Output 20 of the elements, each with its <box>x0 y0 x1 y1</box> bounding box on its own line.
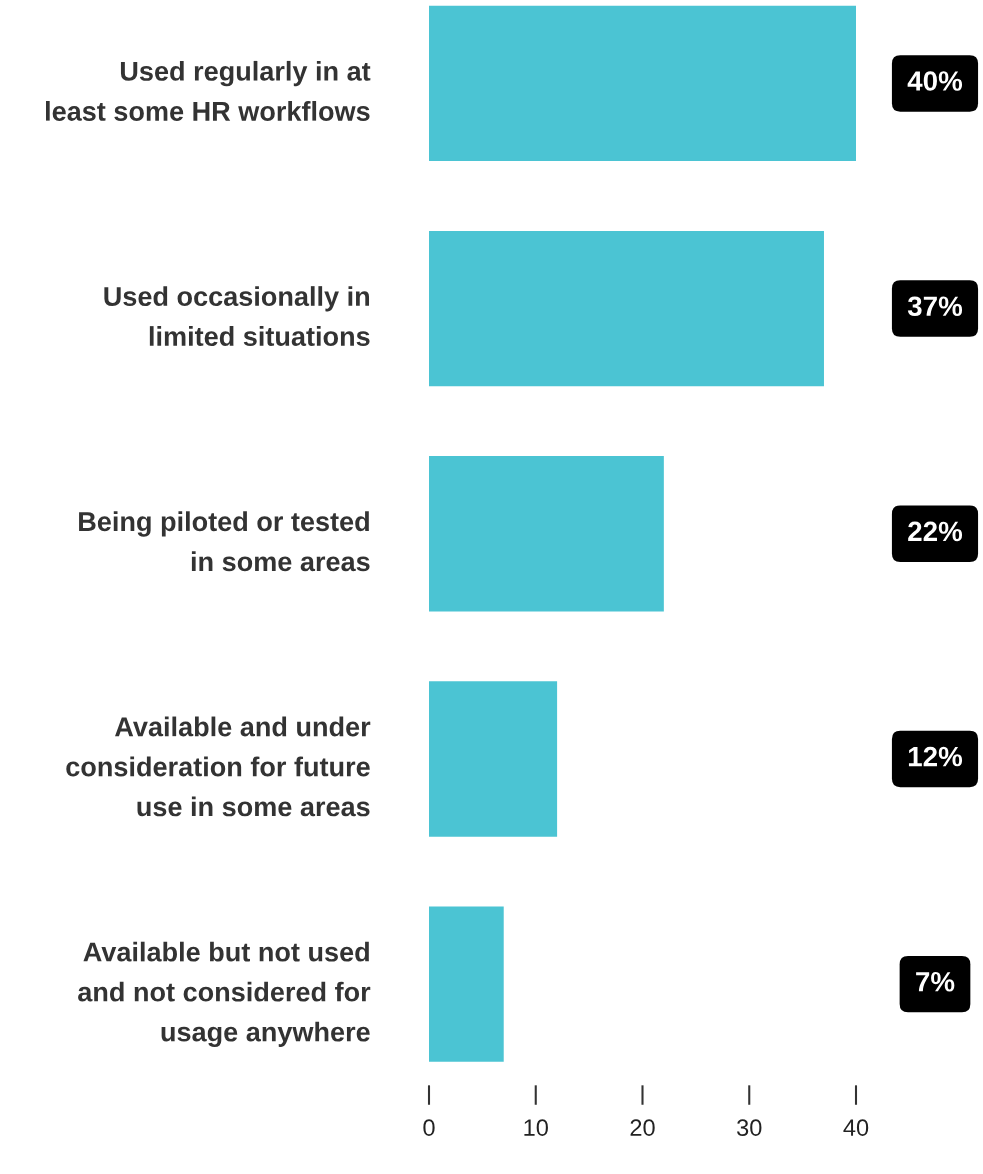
data-label: 22% <box>908 521 963 542</box>
data-label: 12% <box>908 746 963 767</box>
bar <box>429 456 664 612</box>
data-label: 7% <box>916 971 955 992</box>
y-tick-label: Used occasionally in limited situations <box>104 286 370 347</box>
y-tick-label: Available and under consideration for future use in some areas <box>66 716 371 817</box>
y-tick-label: Used regularly in at least some HR workflows <box>45 60 371 121</box>
x-tick-label: 10 <box>524 1119 548 1136</box>
bar <box>429 906 504 1062</box>
data-label: 40% <box>907 71 963 91</box>
x-tick-label: 30 <box>737 1119 762 1136</box>
bar <box>429 681 558 837</box>
y-tick-label: Available but not used and not considered for usage anywhere <box>78 941 371 1048</box>
x-tick-label: 20 <box>630 1119 655 1136</box>
bar <box>429 230 824 387</box>
y-tick-label: Being piloted or tested in some areas <box>79 511 370 572</box>
x-tick-label: 0 <box>423 1119 435 1136</box>
bar <box>429 5 856 162</box>
data-label: 37% <box>907 296 963 317</box>
x-tick-label: 40 <box>843 1119 869 1136</box>
